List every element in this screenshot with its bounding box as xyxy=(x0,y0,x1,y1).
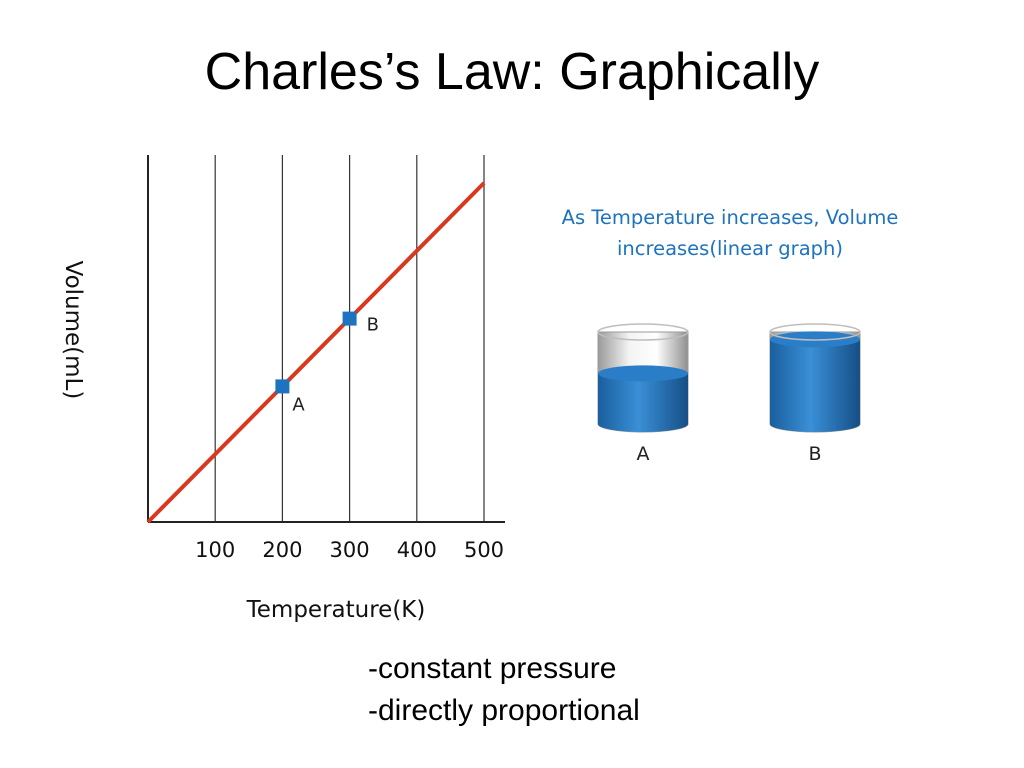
series-layer xyxy=(146,181,486,524)
cylinder-label: A xyxy=(637,443,650,465)
point-a-label: A xyxy=(292,394,305,415)
water-surface xyxy=(598,365,688,382)
series-line xyxy=(146,181,486,524)
x-tick-label: 400 xyxy=(397,538,437,562)
chart-caption: As Temperature increases, Volume increas… xyxy=(520,202,940,264)
note-directly-proportional: -directly proportional xyxy=(368,694,640,727)
volume-temperature-chart: AB 100 200 300 400 500 Temperature(K) Volume… xyxy=(60,155,505,623)
cylinder-a: A xyxy=(597,323,689,465)
notes: -constant pressure -directly proportiona… xyxy=(368,648,640,732)
cylinder-water xyxy=(598,373,688,432)
x-tick-label: 300 xyxy=(330,538,370,562)
cylinder-water xyxy=(770,339,860,432)
x-tick-label: 200 xyxy=(262,538,302,562)
grid-lines xyxy=(214,155,485,522)
cylinder-rim xyxy=(769,323,861,341)
cylinder-b: B xyxy=(769,323,861,465)
cylinder-rim xyxy=(597,323,689,341)
y-axis-label: Volume(mL) xyxy=(60,261,86,400)
point-b-label: B xyxy=(367,315,379,336)
point-a-marker xyxy=(275,379,290,394)
points-layer: AB xyxy=(275,311,379,415)
caption-line-2: increases(linear graph) xyxy=(616,237,843,260)
x-tick-labels: 100 200 300 400 500 xyxy=(195,538,504,562)
x-axis-label: Temperature(K) xyxy=(246,597,426,623)
x-tick-label: 500 xyxy=(464,538,504,562)
slide-title: Charles’s Law: Graphically xyxy=(204,43,820,101)
x-tick-label: 100 xyxy=(195,538,235,562)
cylinder-label: B xyxy=(808,443,821,465)
point-b-marker xyxy=(342,311,357,326)
note-constant-pressure: -constant pressure xyxy=(368,652,617,685)
caption-line-1: As Temperature increases, Volume xyxy=(561,206,899,229)
